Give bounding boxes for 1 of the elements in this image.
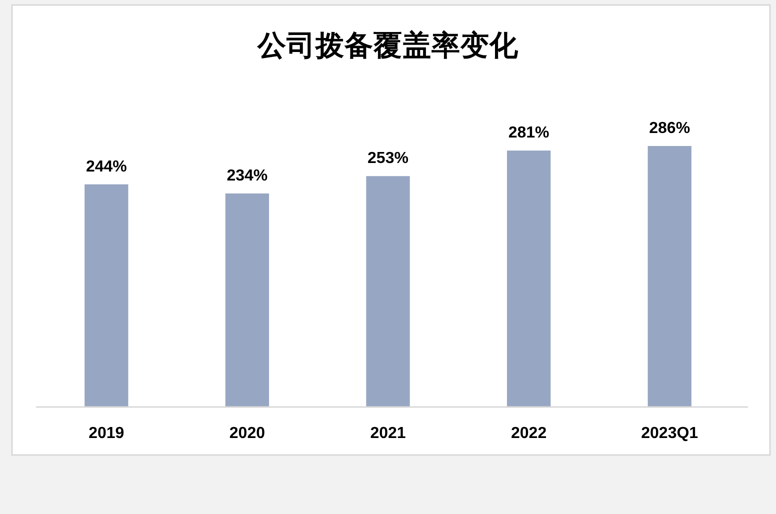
title: 公司拨备覆盖率变化 bbox=[258, 30, 518, 62]
